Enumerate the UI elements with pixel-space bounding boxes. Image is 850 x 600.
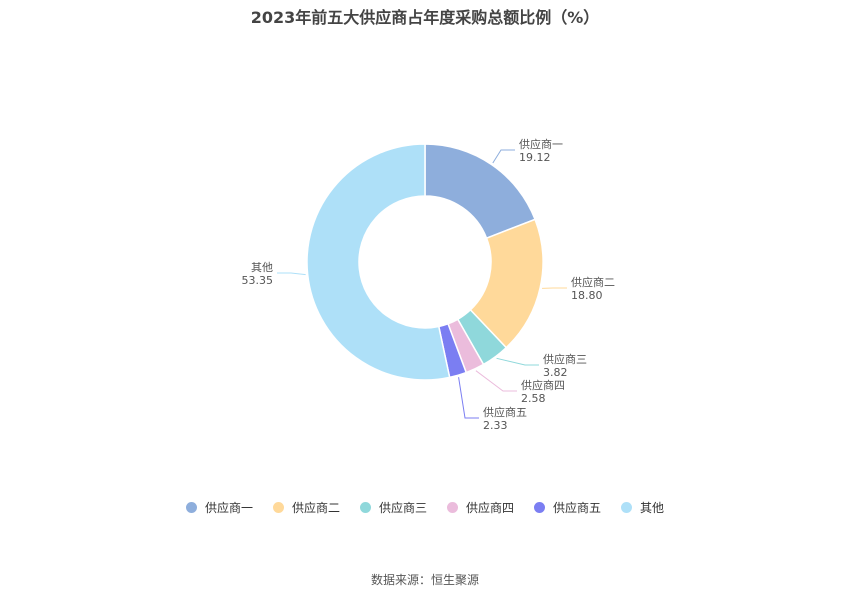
slice-name-label: 供应商二 — [571, 275, 615, 289]
slice-value-label: 2.58 — [521, 392, 546, 405]
leader-line — [496, 357, 539, 366]
leader-line — [458, 377, 479, 419]
slice-name-label: 供应商四 — [521, 378, 565, 392]
legend-item-supplier-4[interactable]: 供应商四 — [447, 499, 514, 516]
slice-name-label: 供应商三 — [543, 352, 587, 366]
data-source: 数据来源：恒生聚源 — [370, 573, 479, 587]
legend-label: 供应商五 — [553, 501, 602, 515]
chart-legend: 供应商一 供应商二 供应商三 供应商四 供应商五 其他 — [0, 499, 850, 516]
slice-value-label: 53.35 — [242, 274, 274, 287]
legend-label: 供应商二 — [291, 501, 340, 515]
legend-marker — [359, 502, 371, 513]
legend-item-supplier-5[interactable]: 供应商五 — [534, 499, 601, 516]
slice-name-label: 供应商一 — [519, 137, 563, 151]
legend-label: 供应商四 — [466, 501, 515, 515]
chart-title: 2023年前五大供应商占年度采购总额比例（%） — [250, 8, 600, 27]
legend-item-supplier-3[interactable]: 供应商三 — [359, 499, 427, 516]
legend-item-other[interactable]: 其他 — [621, 499, 664, 516]
leader-line — [277, 272, 306, 276]
legend-item-supplier-1[interactable]: 供应商一 — [185, 499, 253, 516]
donut-slice[interactable] — [306, 143, 451, 381]
legend-marker — [447, 502, 458, 513]
slice-name-label: 供应商五 — [483, 405, 527, 419]
slice-value-label: 18.80 — [571, 289, 603, 302]
legend-item-supplier-2[interactable]: 供应商二 — [272, 499, 340, 516]
slice-value-label: 2.33 — [483, 419, 508, 432]
legend-label: 供应商一 — [204, 501, 253, 515]
legend-label: 其他 — [640, 501, 665, 515]
slice-value-label: 19.12 — [519, 151, 551, 164]
legend-marker — [534, 502, 546, 513]
slice-value-label: 3.82 — [543, 366, 568, 379]
slice-name-label: 其他 — [251, 261, 273, 274]
legend-label: 供应商三 — [378, 501, 427, 515]
legend-marker — [272, 502, 284, 513]
legend-marker — [185, 502, 197, 513]
leader-line — [475, 370, 517, 392]
leader-line — [492, 149, 515, 164]
legend-marker — [621, 502, 633, 513]
